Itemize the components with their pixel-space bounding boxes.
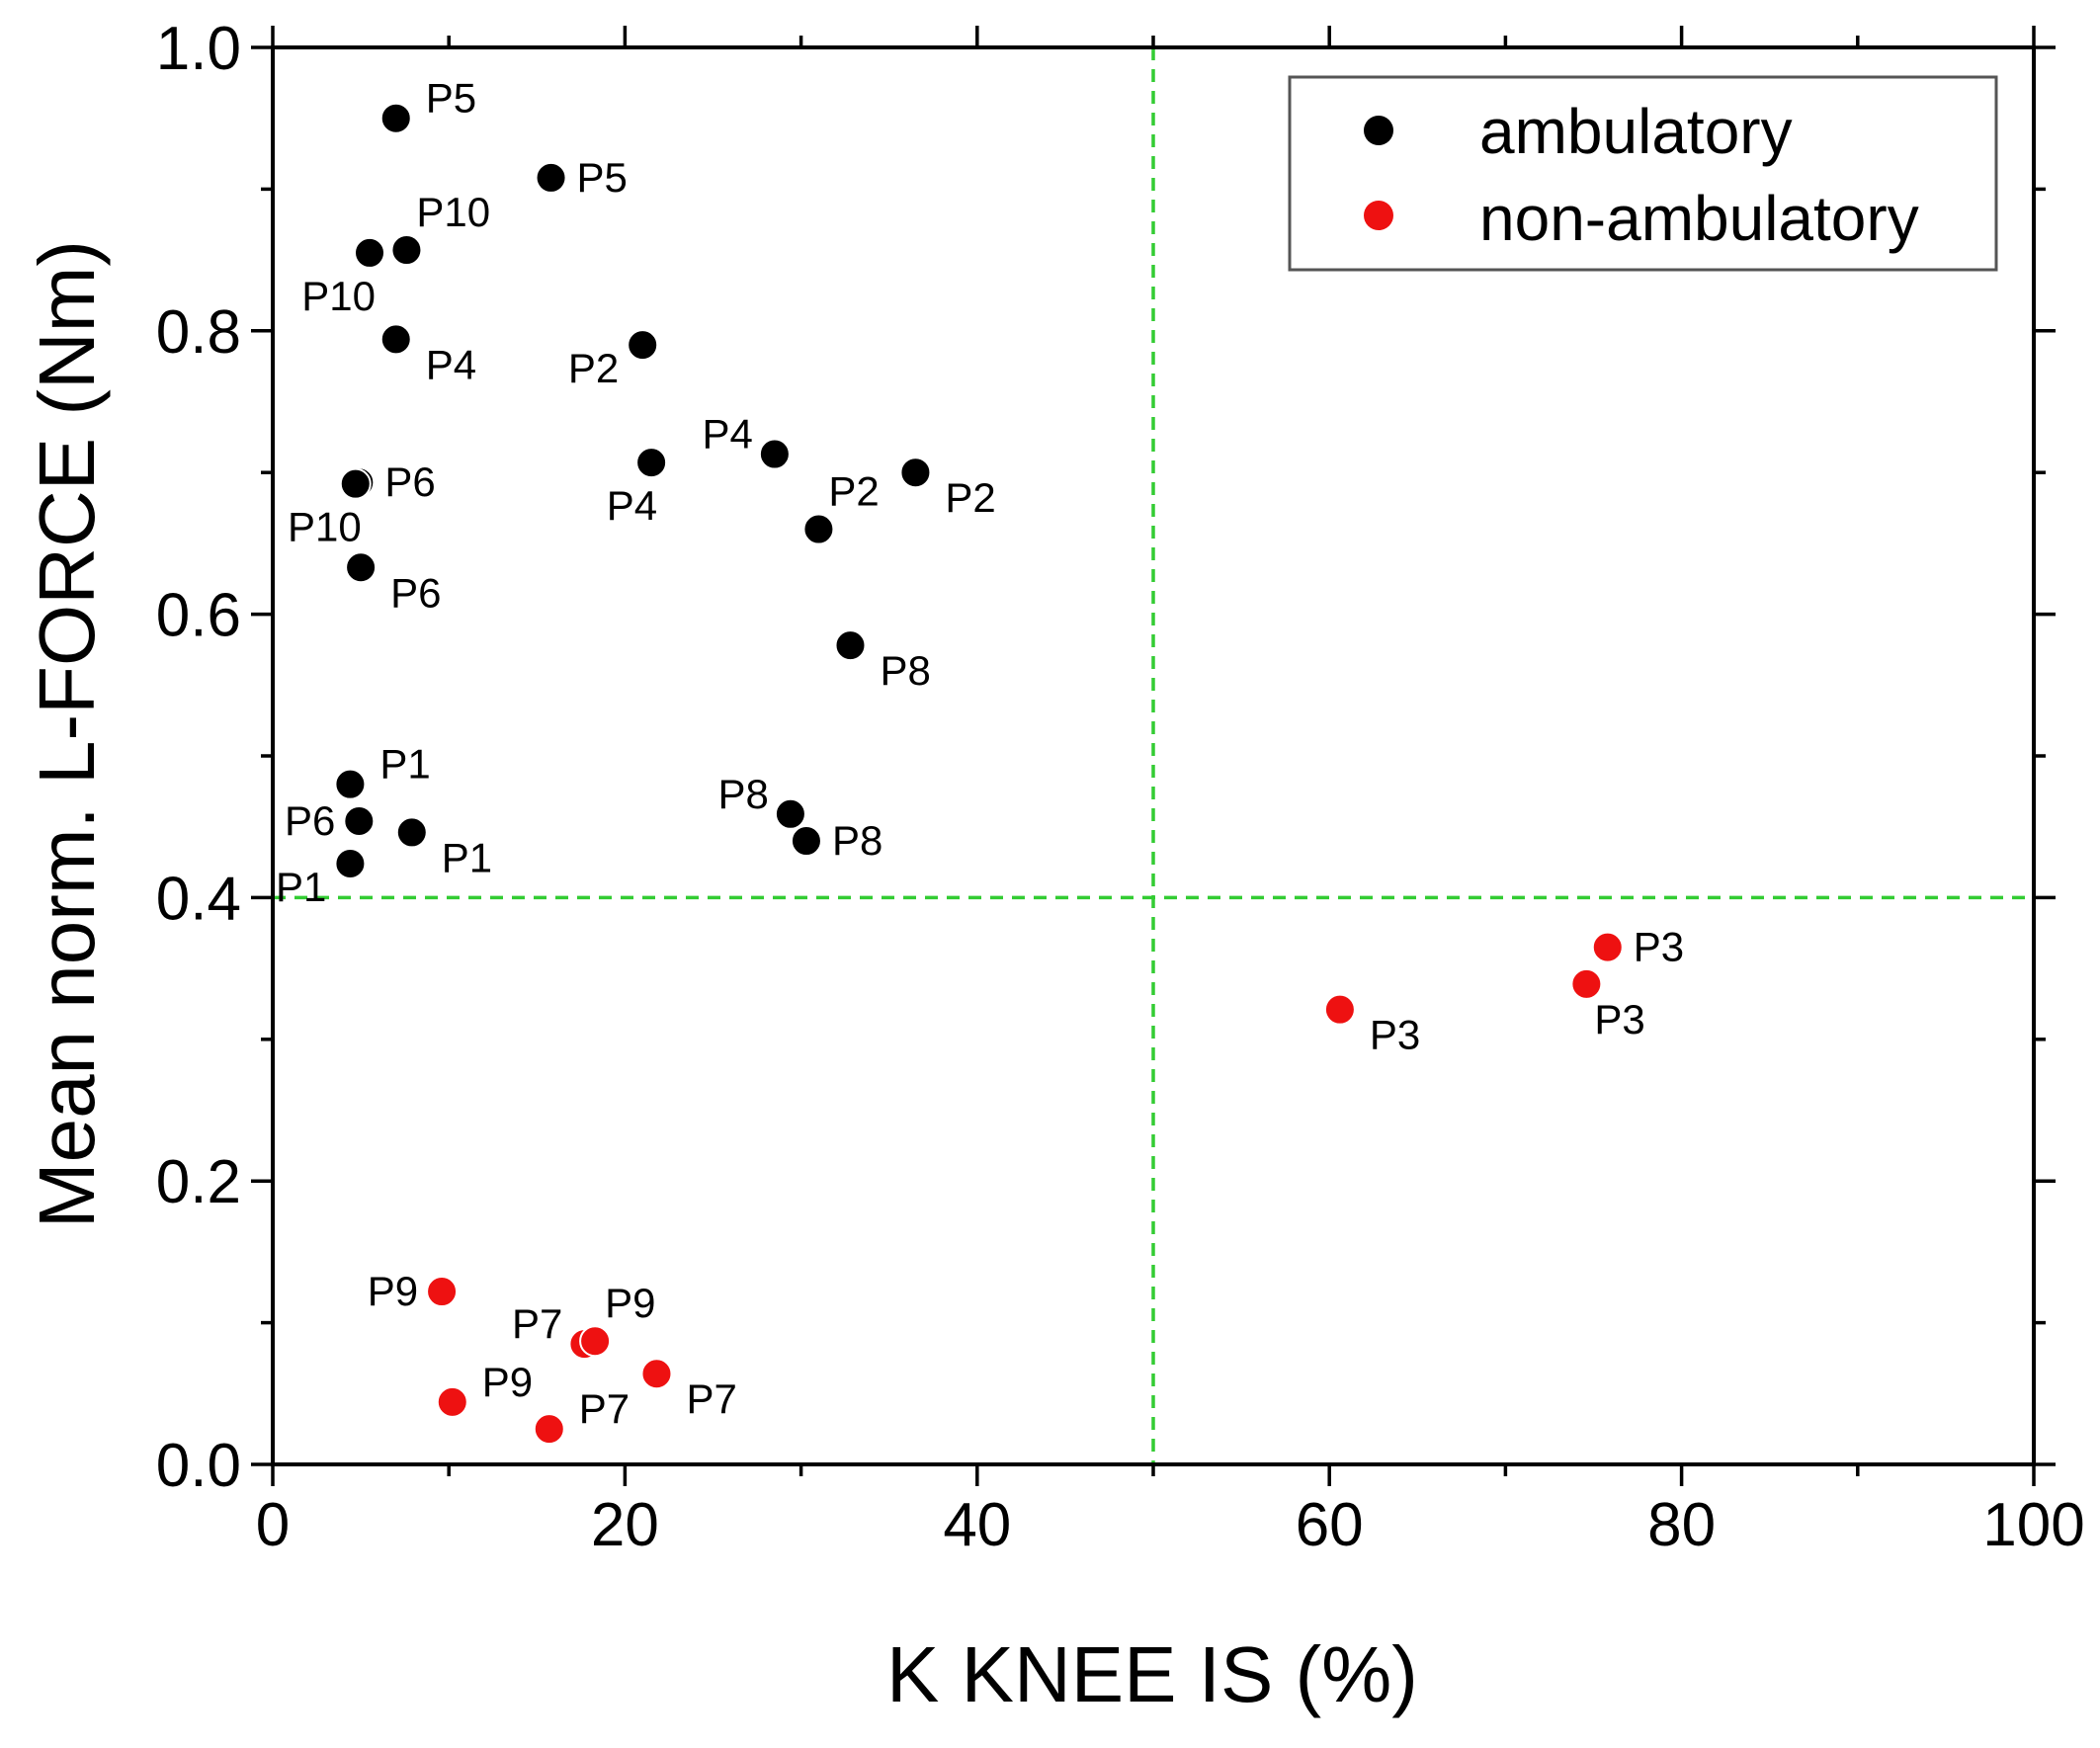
data-point-ambulatory <box>758 438 791 470</box>
point-label: P10 <box>301 273 376 319</box>
legend-box <box>1288 75 1998 272</box>
y-axis-title: Mean norm. L-FORCE (Nm) <box>23 240 111 1228</box>
data-point-ambulatory <box>354 236 386 269</box>
legend-label-ambulatory: ambulatory <box>1479 96 1793 167</box>
point-label: P8 <box>832 817 882 864</box>
data-point-ambulatory <box>390 234 423 267</box>
point-label: P9 <box>482 1359 533 1405</box>
reference-lines <box>273 47 2034 1464</box>
data-point-ambulatory <box>635 447 668 479</box>
data-point-non-ambulatory <box>426 1276 459 1308</box>
point-label: P9 <box>368 1268 418 1314</box>
data-point-ambulatory <box>627 329 659 362</box>
data-point-ambulatory <box>395 816 428 849</box>
legend-label-non-ambulatory: non-ambulatory <box>1479 183 1919 254</box>
x-axis-title: K KNEE IS (%) <box>886 1630 1418 1718</box>
point-label: P4 <box>702 411 752 458</box>
x-tick-label: 100 <box>1982 1491 2084 1559</box>
legend-marker-non-ambulatory <box>1364 201 1393 230</box>
data-point-ambulatory <box>790 825 822 858</box>
data-point-ambulatory <box>334 768 367 800</box>
data-point-non-ambulatory <box>640 1358 673 1390</box>
x-tick-label: 20 <box>591 1491 659 1559</box>
point-label: P1 <box>379 741 430 788</box>
point-label: P7 <box>686 1375 736 1422</box>
point-labels: P5 P5 P10 P10 P4 P2 P4 P4 P2 P2 P6 P10 P6 P8 P1 P6 P1 P1 P… <box>276 75 1684 1432</box>
y-tick-label: 0.4 <box>156 865 241 933</box>
point-label: P8 <box>880 647 930 694</box>
point-label: P5 <box>426 75 476 122</box>
point-label: P6 <box>285 797 335 844</box>
point-label: P8 <box>718 771 769 817</box>
point-label: P3 <box>1634 924 1684 970</box>
tick-labels: 0 20 40 60 80 100 0.0 0.2 0.4 0.6 0.8 1.0 <box>156 15 2085 1559</box>
point-label: P2 <box>568 345 619 391</box>
data-point-non-ambulatory <box>1591 931 1624 963</box>
data-point-ambulatory <box>379 102 412 134</box>
data-points <box>334 102 1624 1446</box>
data-point-ambulatory <box>345 551 378 584</box>
data-point-ambulatory <box>339 467 372 500</box>
point-label: P3 <box>1370 1012 1420 1058</box>
y-tick-label: 0.2 <box>156 1148 241 1216</box>
point-label: P5 <box>577 154 628 201</box>
point-label: P6 <box>390 569 441 616</box>
x-tick-label: 80 <box>1647 1491 1716 1559</box>
point-label: P9 <box>605 1280 655 1326</box>
data-point-non-ambulatory <box>579 1325 612 1358</box>
y-tick-label: 0.0 <box>156 1432 241 1500</box>
point-label: P10 <box>288 504 362 550</box>
point-label: P6 <box>384 458 435 505</box>
point-label: P7 <box>579 1385 630 1432</box>
y-tick-label: 1.0 <box>156 15 241 83</box>
data-point-ambulatory <box>379 323 412 356</box>
x-tick-label: 0 <box>256 1491 290 1559</box>
point-label: P2 <box>945 474 995 521</box>
data-point-ambulatory <box>802 513 835 545</box>
point-label: P1 <box>276 864 326 910</box>
data-point-non-ambulatory <box>436 1385 468 1418</box>
point-label: P2 <box>828 468 879 515</box>
point-label: P4 <box>607 482 657 529</box>
data-point-ambulatory <box>774 797 806 830</box>
point-label: P7 <box>512 1300 562 1347</box>
legend: ambulatory non-ambulatory <box>1288 75 1998 272</box>
data-point-ambulatory <box>899 457 932 489</box>
data-point-ambulatory <box>343 804 376 837</box>
plot-frame <box>271 45 2036 1466</box>
point-label: P1 <box>442 834 492 880</box>
point-label: P10 <box>416 189 490 235</box>
data-point-ambulatory <box>334 847 367 879</box>
data-point-ambulatory <box>535 161 567 194</box>
y-tick-label: 0.8 <box>156 298 241 367</box>
point-label: P4 <box>426 341 476 387</box>
x-tick-label: 60 <box>1296 1491 1364 1559</box>
x-tick-label: 40 <box>943 1491 1011 1559</box>
data-point-non-ambulatory <box>1570 967 1603 1000</box>
data-point-non-ambulatory <box>1323 993 1356 1026</box>
y-tick-label: 0.6 <box>156 582 241 650</box>
data-point-ambulatory <box>834 629 867 662</box>
point-label: P3 <box>1594 996 1644 1042</box>
legend-marker-ambulatory <box>1364 116 1393 145</box>
data-point-non-ambulatory <box>533 1413 565 1446</box>
